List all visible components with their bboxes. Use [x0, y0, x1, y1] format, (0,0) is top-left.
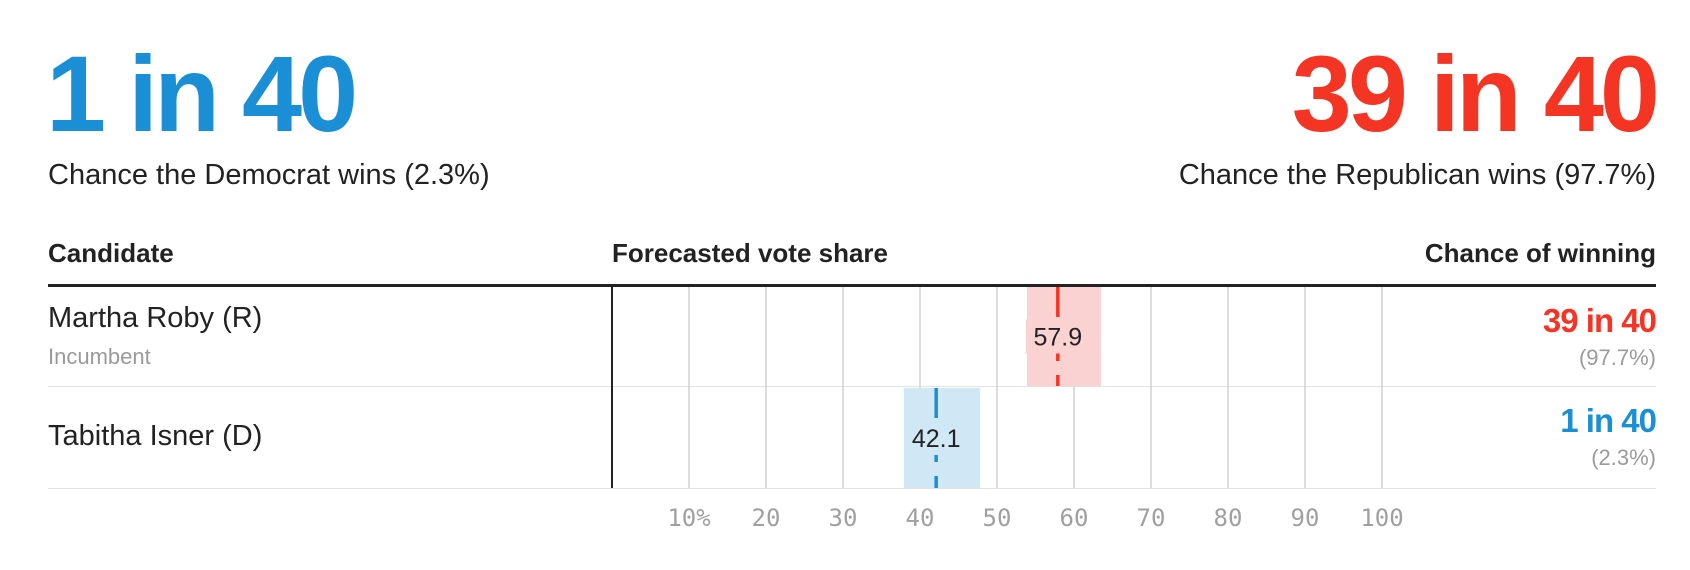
- x-tick-label: 40: [906, 504, 935, 532]
- democrat-row-odds: 1 in 40: [1560, 402, 1657, 439]
- x-tick-label: 100: [1360, 504, 1403, 532]
- democrat-odds-headline: 1 in 40: [46, 33, 358, 154]
- column-header-vote-share: Forecasted vote share: [612, 238, 889, 268]
- row-divider: [48, 488, 1656, 489]
- republican-row-percent: (97.7%): [1578, 345, 1656, 370]
- republican-value-label-bg: [1025, 319, 1090, 354]
- candidate-name-democrat: Tabitha Isner (D): [48, 420, 263, 452]
- republican-vote-share-value: 57.9: [1033, 324, 1082, 352]
- x-tick-label: 80: [1214, 504, 1243, 532]
- x-tick-label: 30: [829, 504, 858, 532]
- x-tick-label: 60: [1060, 504, 1089, 532]
- incumbent-label: Incumbent: [48, 344, 151, 369]
- democrat-value-label-bg: [904, 421, 969, 455]
- x-tick-label: 90: [1291, 504, 1320, 532]
- x-tick-label: 20: [752, 504, 781, 532]
- democrat-chance-caption: Chance the Democrat wins (2.3%): [48, 159, 490, 191]
- x-tick-label: 50: [983, 504, 1012, 532]
- column-header-candidate: Candidate: [48, 238, 174, 268]
- row-divider: [48, 386, 1656, 387]
- democrat-vote-share-value: 42.1: [912, 425, 961, 453]
- x-tick-label: 70: [1137, 504, 1166, 532]
- republican-chance-caption: Chance the Republican wins (97.7%): [1178, 159, 1656, 191]
- table-top-rule: [48, 284, 1656, 287]
- column-header-chance: Chance of winning: [1424, 238, 1656, 268]
- x-tick-label: 10%: [667, 504, 711, 532]
- republican-odds-headline: 39 in 40: [1291, 33, 1660, 154]
- democrat-row-percent: (2.3%): [1591, 445, 1656, 470]
- candidate-name-republican: Martha Roby (R): [48, 302, 263, 334]
- republican-row-odds: 39 in 40: [1542, 302, 1657, 339]
